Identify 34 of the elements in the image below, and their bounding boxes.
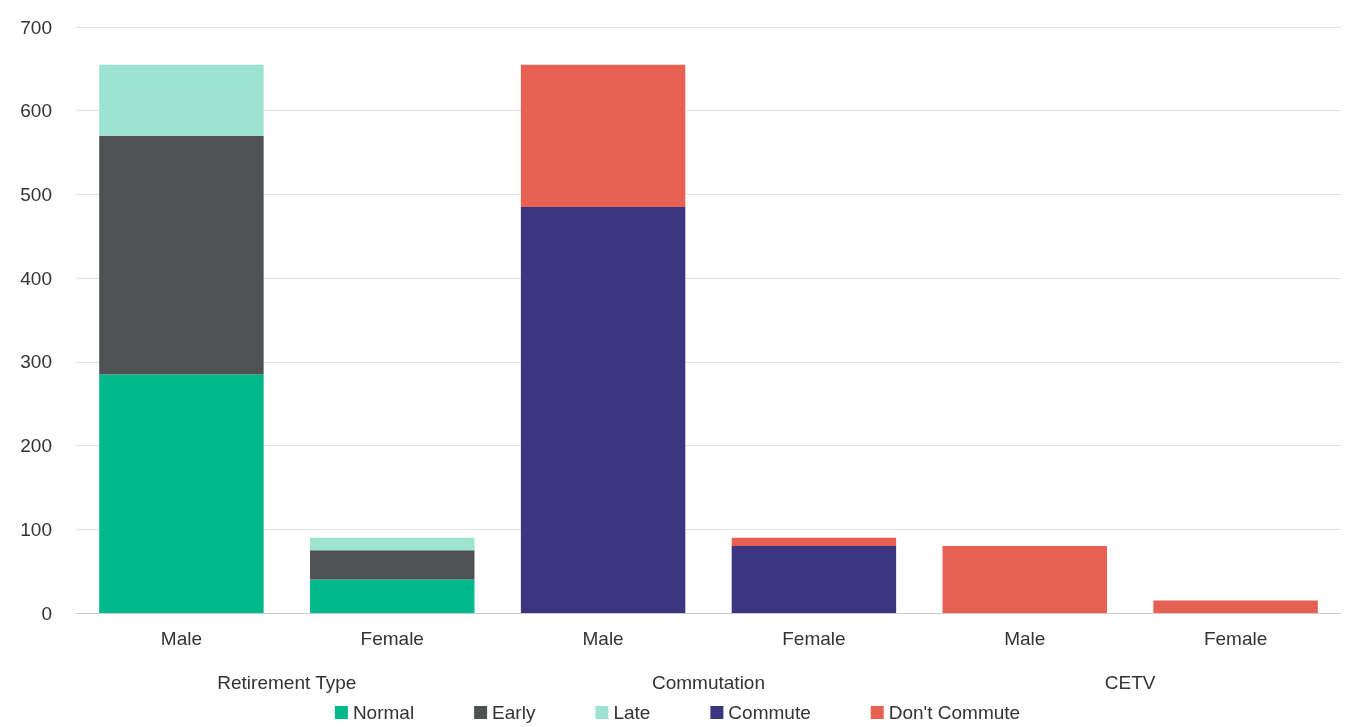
x-tick-label: Male (582, 628, 624, 649)
text: Retirement Type (217, 672, 357, 693)
text: CETV (1104, 672, 1156, 693)
y-tick-label: 500 (20, 183, 52, 205)
y-tick-label: 600 (20, 100, 52, 122)
x-tick-label: Male (1004, 628, 1046, 649)
x-tick-label: Female (360, 628, 424, 649)
bar (1153, 600, 1318, 613)
y-tick-label: 100 (20, 518, 52, 540)
text: Commutation (652, 672, 765, 693)
bar (310, 550, 475, 580)
y-tick-label: 700 (20, 16, 52, 38)
y-tick-label: 300 (20, 351, 52, 373)
bar (310, 537, 475, 551)
x-tick-label: Female (1203, 628, 1268, 649)
bar (520, 206, 686, 613)
bar (731, 537, 897, 547)
legend-label: Commute (728, 702, 811, 723)
legend-label: Normal (352, 702, 415, 723)
y-tick-label: 400 (20, 267, 52, 289)
legend-label: Early (492, 702, 536, 723)
x-tick-label: Male (160, 628, 203, 649)
bar (731, 546, 897, 613)
legend-label: Late (613, 702, 651, 723)
bar (520, 64, 686, 207)
y-tick-label: 0 (41, 602, 52, 624)
bar (99, 135, 264, 375)
bar (99, 64, 264, 136)
bar (310, 579, 475, 613)
legend-label: Don't Commute (888, 702, 1021, 723)
y-tick-label: 200 (20, 435, 52, 457)
bar (99, 374, 264, 613)
x-tick-label: Female (782, 628, 846, 649)
bar (942, 546, 1107, 613)
